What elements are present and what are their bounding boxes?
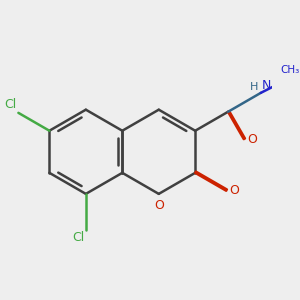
Text: O: O: [229, 184, 239, 197]
Text: N: N: [262, 79, 271, 92]
Text: Cl: Cl: [72, 232, 84, 244]
Text: O: O: [248, 133, 257, 146]
Text: Cl: Cl: [4, 98, 16, 111]
Text: CH₃: CH₃: [280, 65, 300, 75]
Text: O: O: [154, 199, 164, 212]
Text: H: H: [250, 82, 258, 92]
